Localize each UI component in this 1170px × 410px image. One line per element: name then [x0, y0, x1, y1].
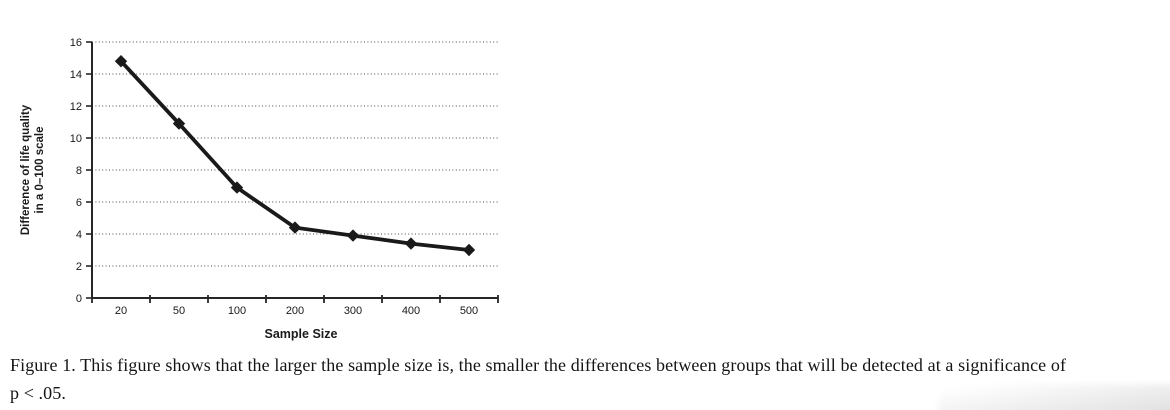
y-tick-label: 16	[70, 37, 82, 49]
x-tick-label: 200	[286, 305, 304, 317]
x-tick-label: 400	[402, 305, 420, 317]
x-tick-label: 100	[228, 305, 246, 317]
figure-caption: Figure 1. This figure shows that the lar…	[10, 351, 1165, 407]
y-tick-label: 4	[76, 229, 82, 241]
y-tick-label: 10	[70, 133, 82, 145]
corner-shadow-overlay	[938, 384, 1170, 410]
data-point-marker	[172, 117, 186, 130]
caption-line-2: p < .05.	[10, 383, 66, 403]
axes	[91, 42, 498, 299]
caption-line-1: Figure 1. This figure shows that the lar…	[10, 355, 1067, 375]
x-tick-label: 500	[460, 305, 478, 317]
y-tick-label: 2	[76, 261, 82, 273]
data-point-marker	[288, 221, 302, 234]
y-tick-label: 12	[70, 101, 82, 113]
y-tick-label: 0	[76, 293, 82, 305]
y-tick-label: 6	[76, 197, 82, 209]
y-axis-ticks: 0 2 4 6 8 10 12 14 16	[70, 37, 92, 305]
data-point-markers	[114, 55, 476, 257]
line-chart-svg: 0 2 4 6 8 10 12 14 16 20 50 100 200 300 400 500 Differen…	[20, 37, 499, 341]
data-point-marker	[404, 237, 418, 250]
x-axis-title: Sample Size	[265, 327, 338, 341]
y-tick-label: 8	[76, 165, 82, 177]
data-point-marker	[230, 181, 244, 194]
data-point-marker	[462, 243, 476, 257]
x-tick-label: 300	[344, 305, 362, 317]
x-tick-label: 20	[115, 305, 127, 317]
y-axis-title: Difference of life quality in a 0–100 sca…	[20, 104, 46, 235]
y-tick-label: 14	[70, 69, 82, 81]
data-point-marker	[346, 229, 360, 242]
figure-chart: 0 2 4 6 8 10 12 14 16 20 50 100 200 300 400 500 Differen…	[0, 0, 560, 352]
x-tick-label: 50	[173, 305, 185, 317]
data-point-marker	[114, 55, 128, 68]
x-axis-ticks: 20 50 100 200 300 400 500	[91, 295, 499, 317]
